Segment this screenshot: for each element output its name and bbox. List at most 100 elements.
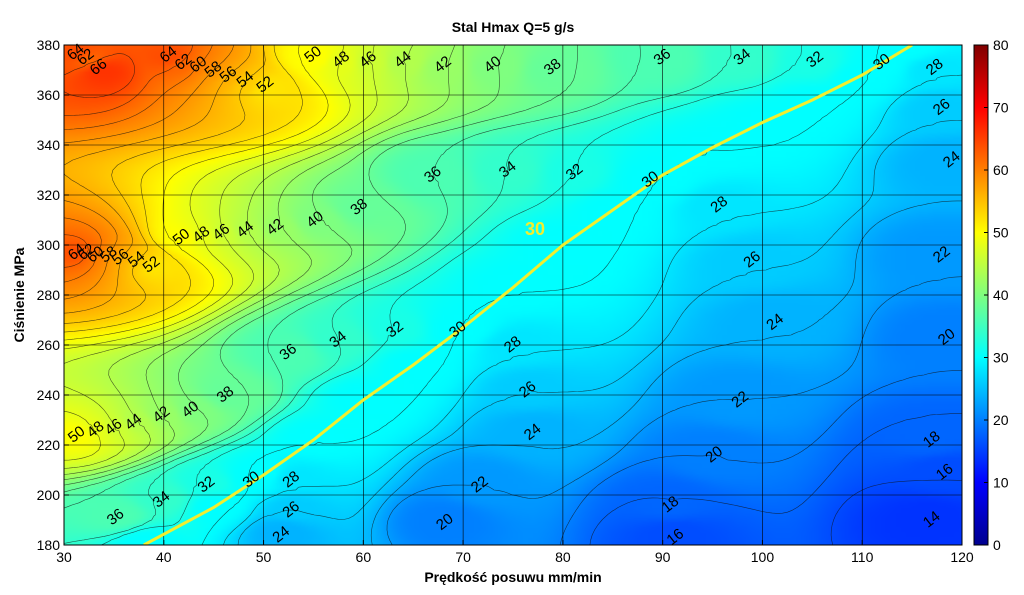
- contour-label: 50: [65, 423, 89, 447]
- contour-label: 34: [730, 45, 754, 69]
- y-axis-ticks: 180 200 220 240 260 280 300 320 340 360 380: [37, 37, 69, 553]
- contour-label: 24: [521, 420, 545, 444]
- contour-label: 26: [516, 378, 540, 402]
- contour-label: 58: [202, 58, 226, 82]
- y-tick-label: 320: [37, 187, 61, 203]
- contour-line-46: [64, 45, 378, 469]
- contour-label: 44: [233, 218, 257, 242]
- contour-line-40: [64, 45, 506, 486]
- contour-label: 32: [803, 48, 827, 72]
- contour-label: 28: [923, 55, 947, 79]
- y-tick-label: 380: [37, 37, 61, 53]
- contour-label: 36: [104, 505, 128, 529]
- contour-line-58: [64, 45, 235, 300]
- colorbar-tick-label: 30: [993, 350, 1009, 366]
- y-tick-label: 360: [37, 87, 61, 103]
- contour-label: 38: [214, 383, 238, 407]
- contour-label: 26: [279, 498, 303, 522]
- y-tick-label: 260: [37, 337, 61, 353]
- contour-label: 52: [140, 253, 164, 277]
- contour-label: 44: [391, 48, 415, 72]
- contour-label: 48: [329, 48, 353, 72]
- contour-label: 16: [933, 460, 957, 484]
- contour-label: 64: [157, 43, 181, 67]
- x-tick-label: 40: [156, 549, 172, 565]
- contour-label: 26: [740, 248, 764, 272]
- contour-label: 36: [651, 45, 675, 69]
- contour-label: 46: [356, 48, 380, 72]
- contour-label: 60: [187, 53, 211, 77]
- x-axis-ticks: 30 40 50 60 70 80 90 100 110 120: [56, 540, 974, 565]
- contour-line-62: [64, 45, 193, 268]
- contour-label: 22: [930, 243, 954, 267]
- contour-label: 66: [87, 55, 111, 79]
- contour-label: 46: [102, 415, 126, 439]
- contour-label: 42: [263, 215, 287, 239]
- contour-label: 54: [233, 68, 257, 92]
- contour-label: 62: [75, 240, 99, 264]
- contour-label: 24: [940, 148, 964, 172]
- y-tick-label: 240: [37, 387, 61, 403]
- contour-label: 34: [150, 488, 174, 512]
- contour-line-20: [559, 370, 962, 545]
- contour-label: 48: [84, 418, 108, 442]
- colorbar-tick-label: 70: [993, 100, 1009, 116]
- contour-line-18: [589, 413, 962, 545]
- y-tick-label: 220: [37, 437, 61, 453]
- colorbar-tick-label: 80: [993, 37, 1009, 53]
- contour-label: 52: [253, 73, 277, 97]
- contour-label: 22: [468, 473, 492, 497]
- contour-label: 64: [64, 40, 88, 64]
- contour-line-52: [64, 45, 303, 333]
- contour-label: 48: [190, 223, 214, 247]
- y-tick-label: 340: [37, 137, 61, 153]
- x-tick-label: 110: [851, 549, 874, 565]
- contour-label: 24: [763, 310, 787, 334]
- contour-label: 38: [347, 195, 371, 219]
- contour-label: 22: [728, 388, 752, 412]
- contour-label: 32: [563, 160, 587, 184]
- x-tick-label: 80: [555, 549, 571, 565]
- contour-label: 44: [122, 410, 146, 434]
- contour-label: 50: [170, 225, 194, 249]
- contour-line-60: [64, 45, 213, 283]
- y-tick-label: 200: [37, 487, 61, 503]
- x-tick-label: 60: [356, 549, 372, 565]
- contour-label: 42: [150, 403, 174, 427]
- y-tick-label: 300: [37, 237, 61, 253]
- contour-line-50: [64, 45, 329, 341]
- contour-label: 40: [481, 53, 505, 77]
- contour-label: 26: [930, 95, 954, 119]
- contour-label: 28: [279, 468, 303, 492]
- contour-label: 64: [65, 240, 89, 264]
- contour-line-48: [64, 45, 351, 461]
- contour-label: 14: [920, 508, 944, 532]
- colorbar-tick-label: 20: [993, 412, 1009, 428]
- contour-line-56: [64, 45, 252, 314]
- x-axis-label: Prędkość posuwu mm/min: [424, 569, 601, 585]
- x-tick-label: 120: [950, 549, 974, 565]
- y-tick-label: 280: [37, 287, 61, 303]
- contour-label: 28: [707, 193, 731, 217]
- contour-line-16: [830, 479, 962, 545]
- highlighted-contour-30: [143, 45, 913, 545]
- contour-label: 36: [276, 340, 300, 364]
- contour-label: 34: [496, 158, 520, 182]
- x-tick-label: 90: [655, 549, 671, 565]
- contour-label: 20: [702, 443, 726, 467]
- contour-line-38: [64, 45, 578, 493]
- contour-label: 62: [172, 50, 196, 74]
- contour-label: 30: [870, 50, 894, 74]
- contour-label: 32: [383, 318, 407, 342]
- contour-label: 24: [269, 523, 293, 547]
- contour-label: 18: [920, 428, 944, 452]
- highlighted-contour-label: 30: [525, 219, 545, 239]
- contour-label: 20: [935, 325, 959, 349]
- y-tick-label: 180: [37, 537, 61, 553]
- contour-label: 54: [125, 248, 149, 272]
- x-tick-label: 30: [56, 549, 72, 565]
- contour-line-30: [201, 45, 880, 545]
- contour-label: 32: [195, 473, 219, 497]
